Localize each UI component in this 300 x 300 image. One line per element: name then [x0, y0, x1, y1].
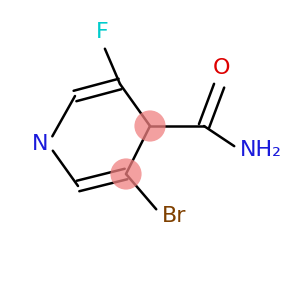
Circle shape — [110, 158, 142, 190]
Circle shape — [134, 110, 166, 142]
Text: Br: Br — [162, 206, 187, 226]
Text: N: N — [32, 134, 48, 154]
Text: O: O — [213, 58, 231, 78]
Text: F: F — [96, 22, 108, 42]
Text: NH₂: NH₂ — [240, 140, 282, 160]
